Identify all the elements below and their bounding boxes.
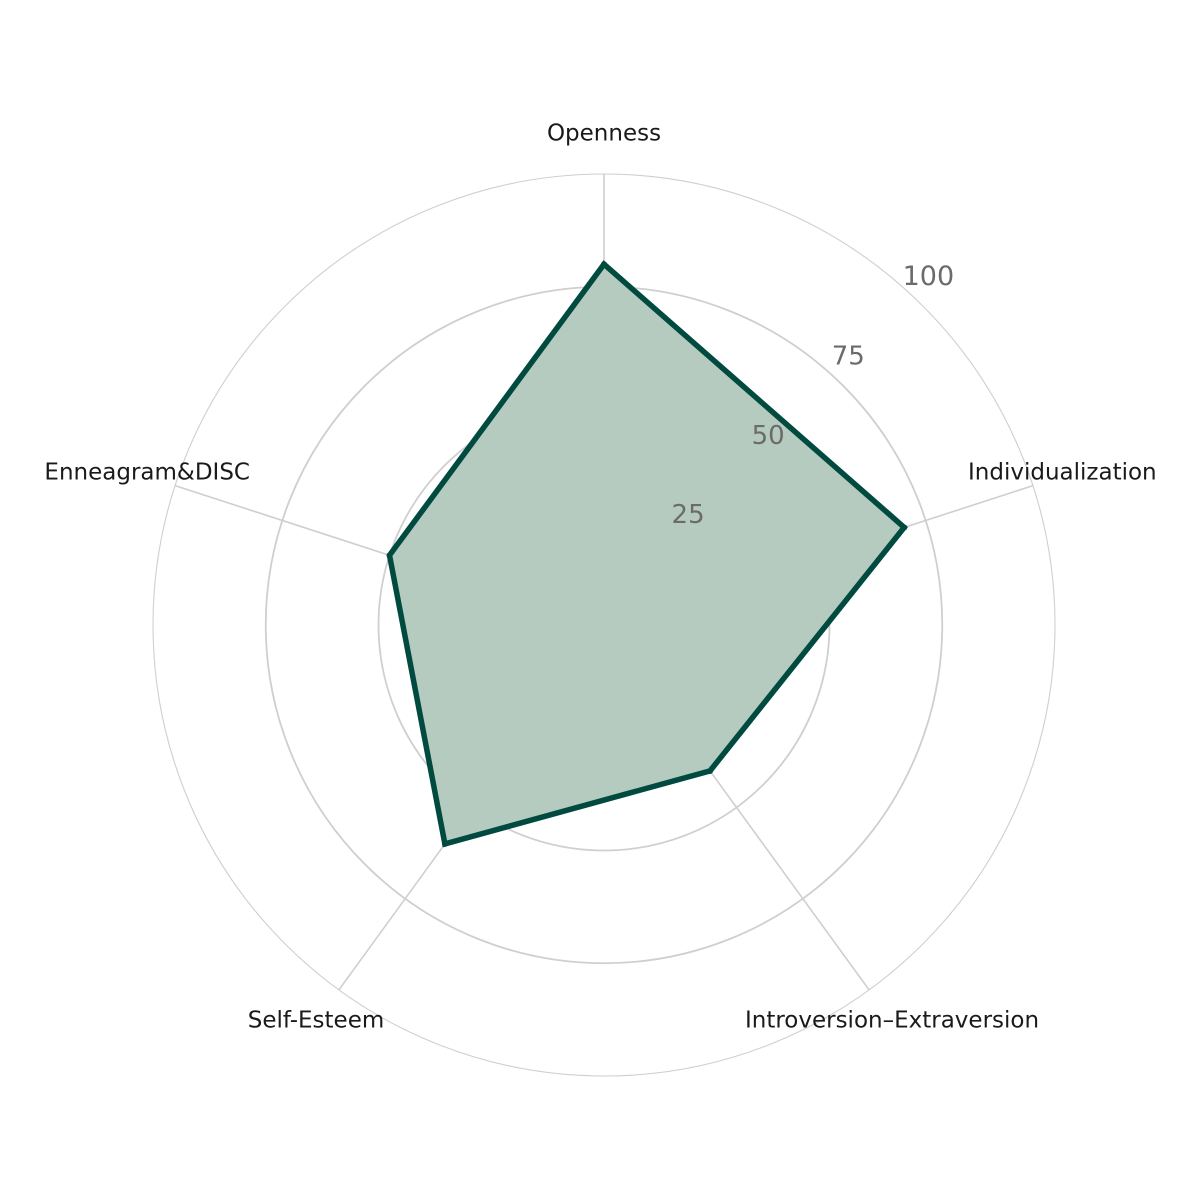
series-layer <box>386 260 908 848</box>
r-tick-label-50: 50 <box>752 421 785 451</box>
r-tick-label-25: 25 <box>672 500 705 530</box>
axis-label-4: Enneagram&DISC <box>44 460 250 486</box>
data-point-0-3 <box>441 840 448 847</box>
r-tick-label-100: 100 <box>903 261 955 292</box>
data-point-0-0 <box>601 261 607 268</box>
axis-label-0: Openness <box>547 121 661 147</box>
data-point-0-4 <box>386 552 393 559</box>
axis-label-3: Self-Esteem <box>248 1008 385 1034</box>
label-layer: 25 50 75 100 Openness Individualization Introv… <box>44 121 1156 1034</box>
r-tick-label-75: 75 <box>832 341 865 371</box>
axis-label-1: Individualization <box>968 460 1157 486</box>
data-point-0-1 <box>901 524 908 531</box>
series-area-0 <box>386 260 908 848</box>
axis-label-2: Introversion–Extraversion <box>745 1008 1039 1034</box>
data-point-0-2 <box>707 767 714 774</box>
